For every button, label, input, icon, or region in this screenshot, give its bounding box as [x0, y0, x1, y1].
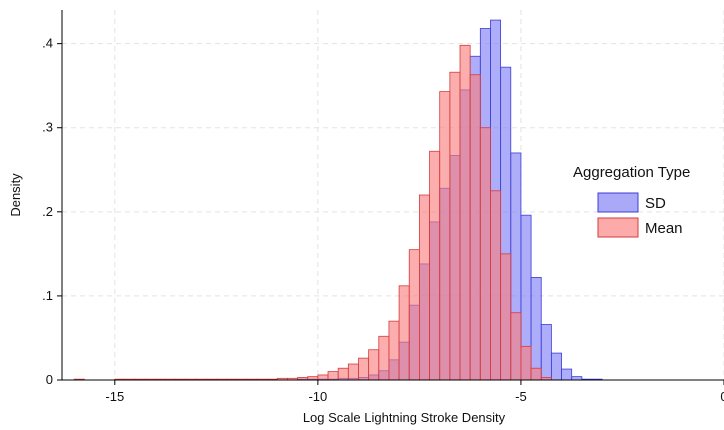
- histogram-bars: [73, 19, 603, 381]
- series-mean: [73, 44, 552, 381]
- legend-swatch-sd: [597, 192, 639, 213]
- histogram-bar: [347, 363, 359, 381]
- histogram-bar: [378, 335, 390, 381]
- legend-label-sd: SD: [645, 195, 666, 212]
- histogram-bar: [418, 194, 430, 381]
- histogram-bar: [520, 345, 532, 381]
- histogram-bar: [388, 320, 400, 381]
- histogram-bar: [469, 74, 481, 381]
- histogram-bar: [307, 376, 319, 381]
- y-tick-label: .2: [42, 204, 53, 219]
- histogram-bar: [479, 127, 491, 381]
- histogram-bar: [530, 367, 542, 381]
- histogram-bar: [408, 249, 420, 381]
- histogram-bar: [449, 71, 461, 381]
- ticks: 0 .1 .2 .3 .4 -15 -10 -5 0: [42, 36, 724, 404]
- legend: Aggregation Type SD Mean: [573, 164, 690, 238]
- histogram-bar: [439, 91, 451, 381]
- y-axis-title: Density: [8, 173, 23, 217]
- x-tick-label: -5: [515, 389, 527, 404]
- histogram-bar: [429, 150, 441, 381]
- axes: [61, 10, 724, 381]
- legend-swatch-mean: [597, 217, 639, 238]
- histogram-bar: [490, 190, 502, 381]
- histogram-bar: [550, 352, 562, 381]
- legend-title: Aggregation Type: [573, 164, 690, 181]
- histogram-bar: [500, 253, 512, 381]
- histogram-bar: [510, 312, 522, 381]
- histogram-bar: [327, 371, 339, 381]
- histogram-bar: [459, 44, 471, 381]
- histogram-bar: [561, 368, 573, 381]
- histogram-bar: [398, 285, 410, 381]
- y-tick-label: .1: [42, 288, 53, 303]
- y-tick-label: 0: [46, 372, 53, 387]
- legend-label-mean: Mean: [645, 220, 683, 237]
- y-tick-label: .4: [42, 36, 53, 51]
- histogram-bar: [530, 277, 542, 381]
- x-tick-label: -10: [308, 389, 327, 404]
- histogram-bar: [571, 376, 583, 381]
- histogram-bar: [337, 367, 349, 381]
- x-tick-label: 0: [720, 389, 724, 404]
- x-tick-label: -15: [105, 389, 124, 404]
- histogram-bar: [540, 324, 552, 381]
- histogram-bar: [317, 374, 329, 381]
- y-tick-label: .3: [42, 120, 53, 135]
- histogram-bar: [368, 349, 380, 381]
- x-axis-title: Log Scale Lightning Stroke Density: [303, 410, 506, 425]
- histogram-bar: [358, 357, 370, 381]
